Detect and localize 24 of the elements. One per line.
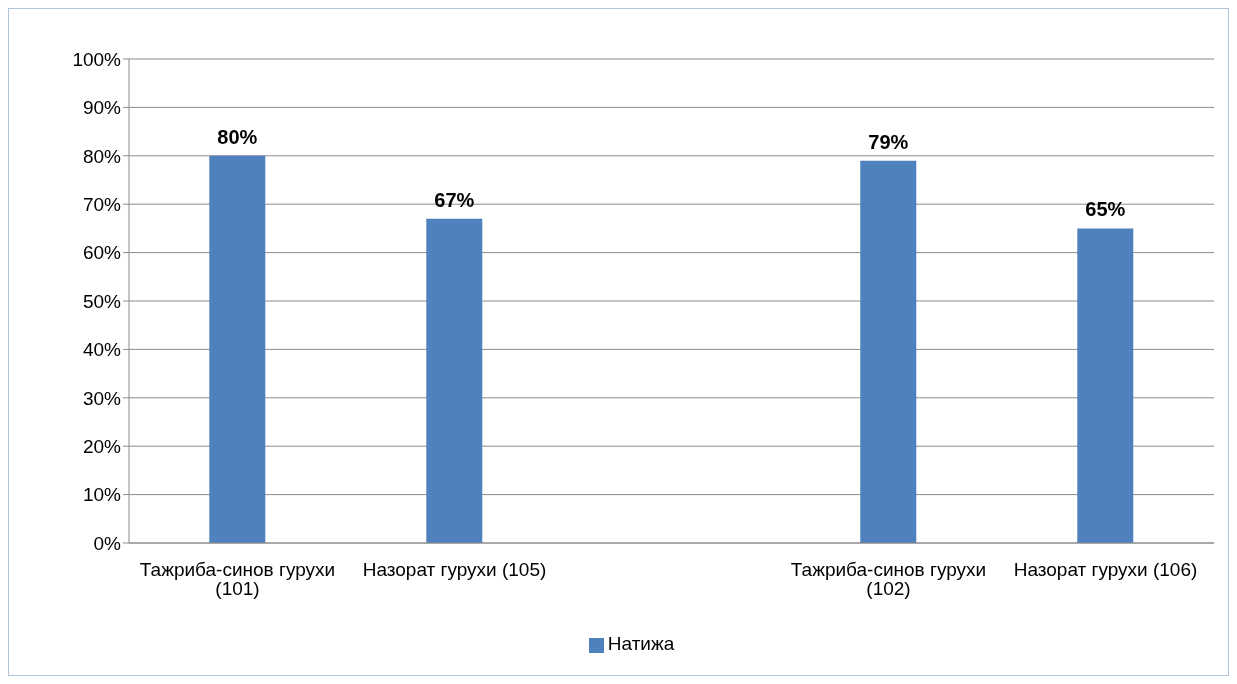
y-tick-label: 50%: [82, 290, 122, 312]
x-tick-label: Назорат гурухи (106): [1013, 559, 1198, 581]
bar: [860, 160, 917, 543]
y-tick-label: 30%: [82, 387, 122, 409]
legend-label: Натижа: [607, 633, 675, 654]
data-label: 80%: [217, 125, 258, 148]
bar: [209, 155, 266, 543]
y-tick-label: 100%: [72, 48, 122, 70]
x-tick-label: Тажриба-синов гурухи (101): [139, 559, 336, 600]
y-tick-label: 10%: [82, 484, 122, 506]
y-tick-label: 60%: [82, 242, 122, 264]
data-label: 79%: [868, 130, 909, 153]
y-tick-label: 70%: [82, 193, 122, 215]
data-label: 65%: [1085, 198, 1126, 221]
y-tick-label: 20%: [82, 435, 122, 457]
bar: [426, 218, 483, 543]
y-tick-label: 40%: [82, 339, 122, 361]
x-tick-label: Назорат гурухи (105): [362, 559, 547, 581]
x-tick-label: Тажриба-синов гурухи (102): [790, 559, 987, 600]
y-tick-label: 0%: [93, 532, 122, 554]
y-tick-label: 80%: [82, 145, 122, 167]
data-label: 67%: [434, 188, 475, 211]
y-tick-label: 90%: [82, 97, 122, 119]
bar: [1077, 228, 1134, 543]
